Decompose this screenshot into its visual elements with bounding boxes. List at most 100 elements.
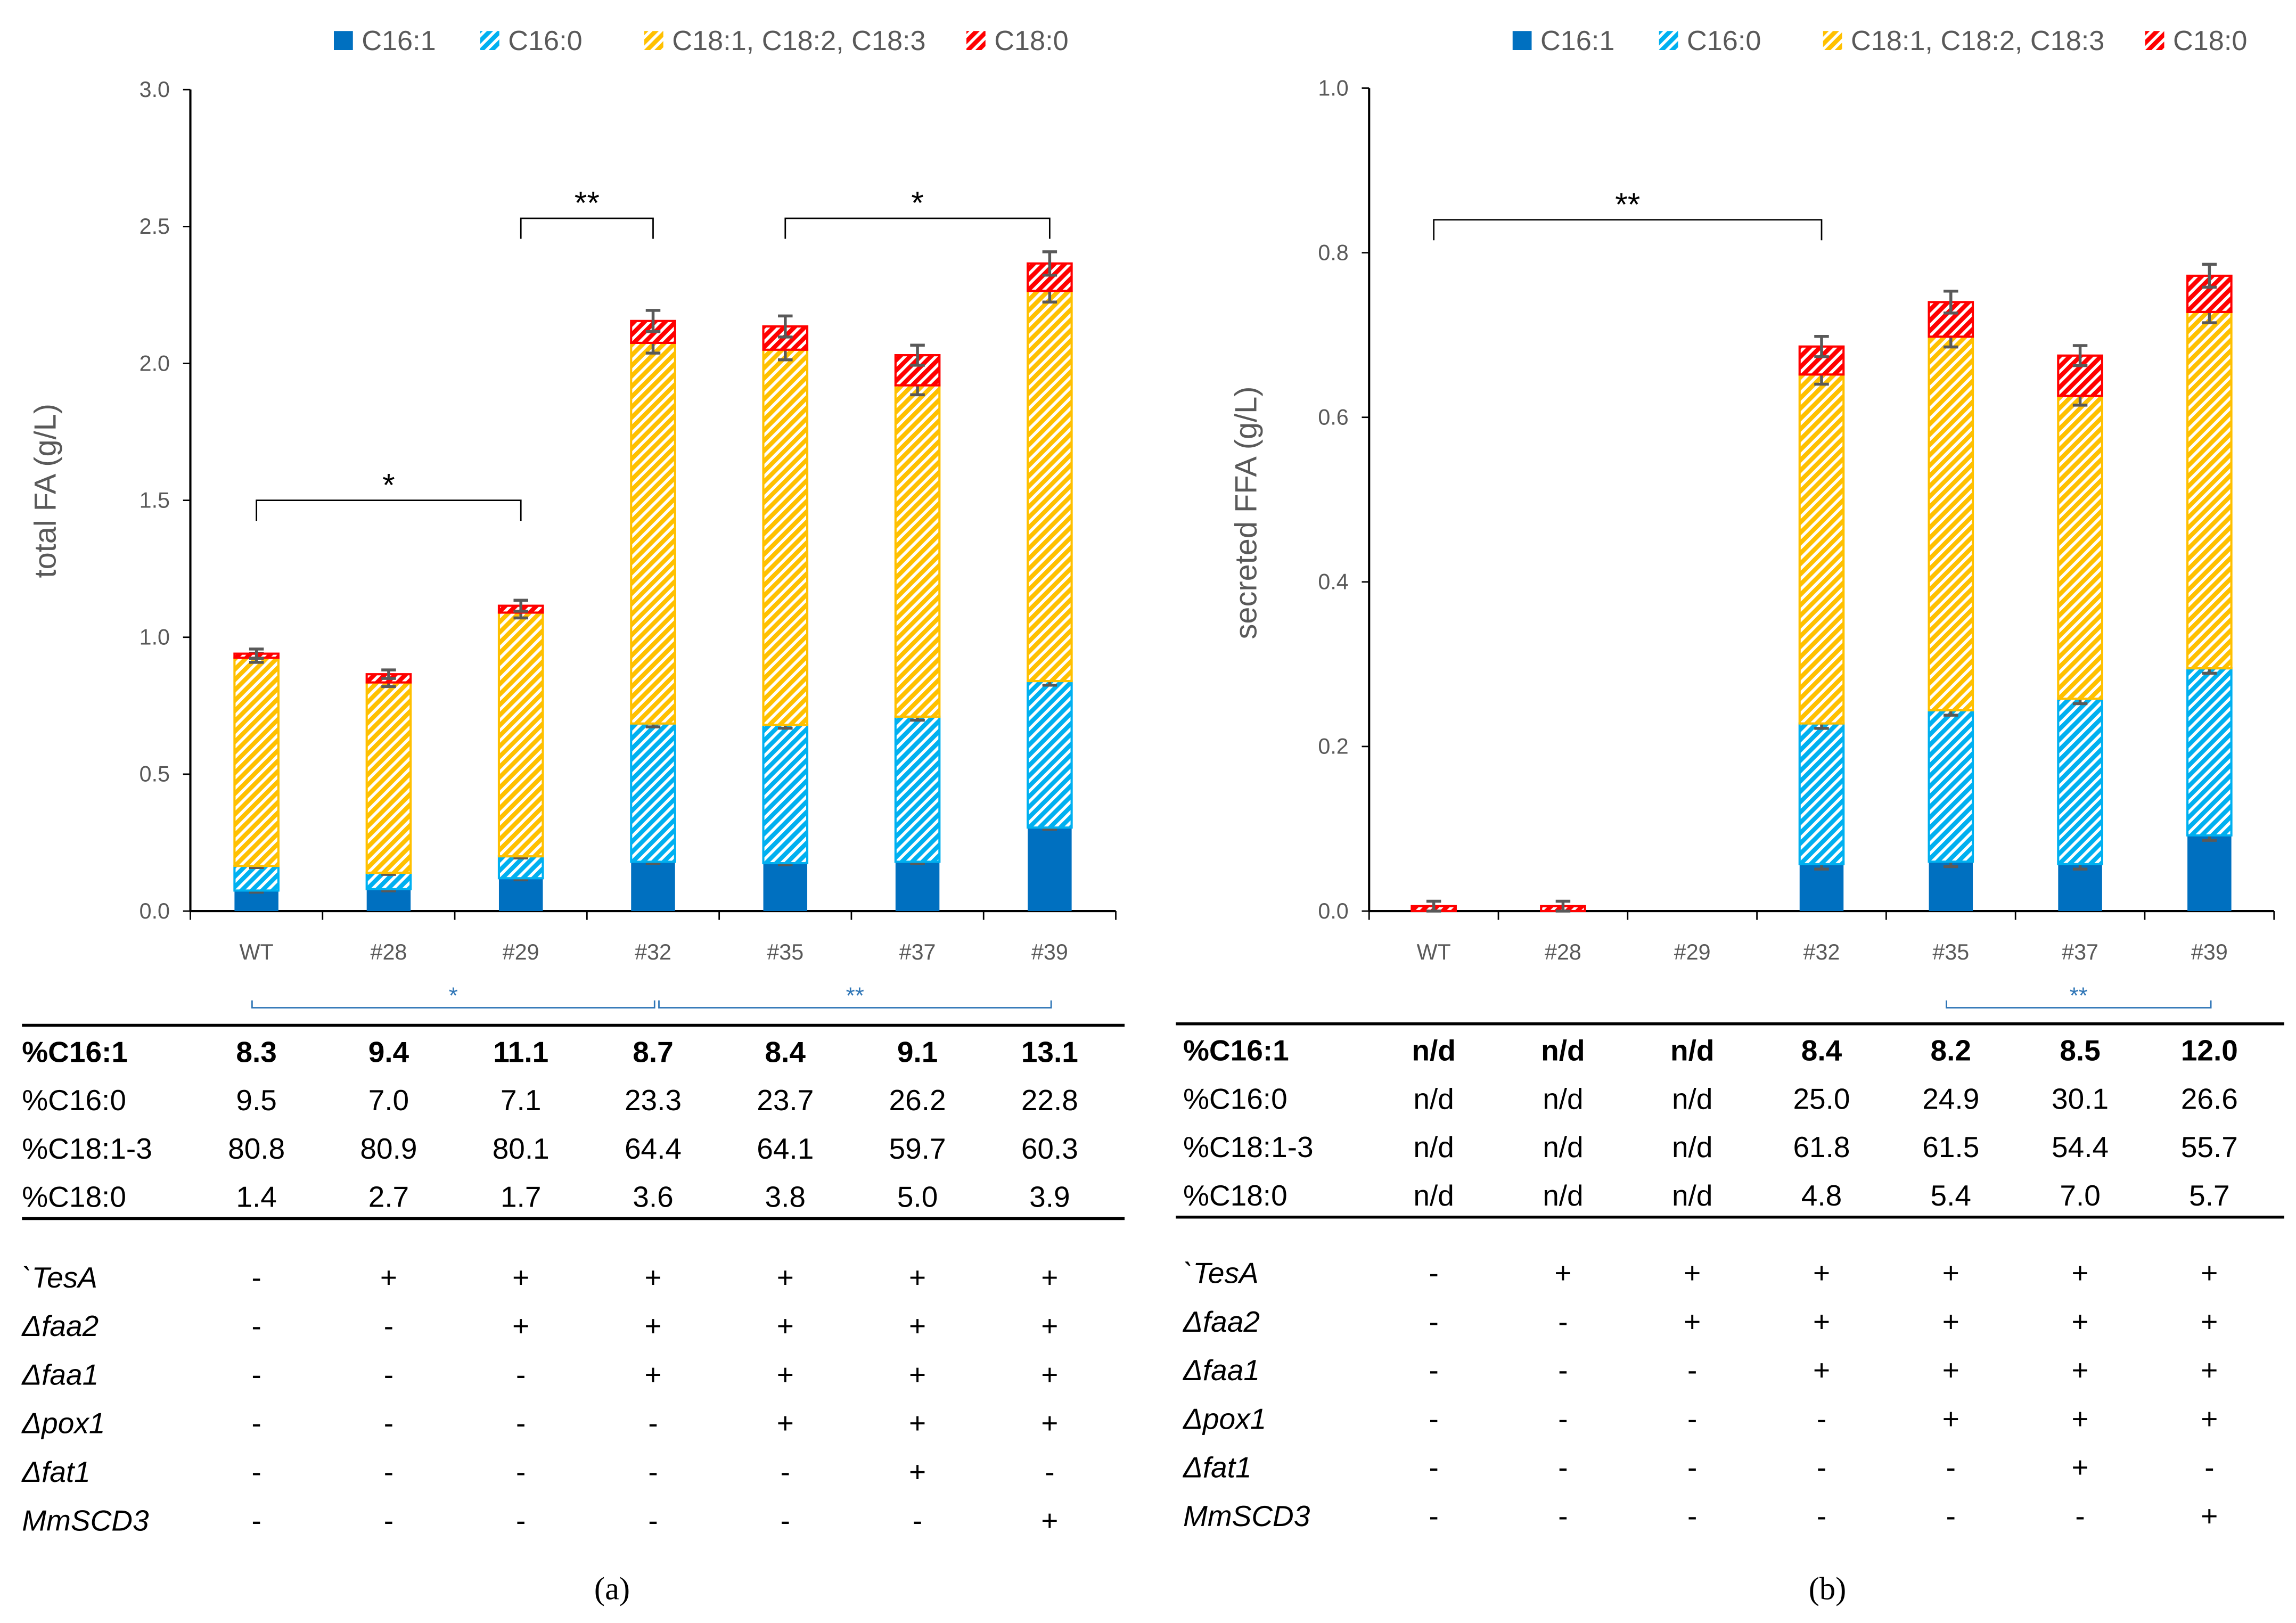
x-tick-label: #37 <box>2062 940 2098 964</box>
bar-segment-c16-0 <box>1798 722 1845 865</box>
bar-segment-c16-1 <box>366 889 411 911</box>
genotype-cell: + <box>1813 1354 1830 1387</box>
table-cell: 8.7 <box>633 1035 673 1068</box>
table-cell: n/d <box>1413 1082 1454 1115</box>
table-cell: 23.7 <box>757 1084 814 1117</box>
legend-item: C18:1, C18:2, C18:3 <box>644 26 926 56</box>
composition-significance-bracket: ** <box>1946 982 2212 1009</box>
genotype-cell: - <box>384 1407 393 1440</box>
bar-segment-c16-0 <box>630 722 676 863</box>
x-tick-label: WT <box>1417 940 1451 964</box>
composition-row: %C16:0 9.5 7.0 7.1 23.3 23.7 26.2 22.8 <box>22 1084 1078 1117</box>
significance-label: ** <box>846 982 864 1009</box>
genotype-cell: + <box>2072 1305 2089 1338</box>
table-cell: n/d <box>1543 1130 1583 1163</box>
legend-label: C18:0 <box>994 26 1068 56</box>
genotype-cell: - <box>1558 1354 1568 1387</box>
genotype-cell: - <box>1558 1451 1568 1484</box>
genotype-cell: + <box>777 1358 794 1391</box>
genotype-cell: + <box>1041 1407 1058 1440</box>
table-cell: 4.8 <box>1801 1179 1842 1212</box>
genotype-cell: - <box>251 1407 261 1440</box>
genotype-row: Δpox1 - - - - + + + <box>21 1407 1058 1440</box>
genotype-cell: - <box>516 1407 526 1440</box>
bar-segment-c16-0 <box>2186 667 2233 837</box>
table-cell: 1.4 <box>236 1181 276 1214</box>
legend-item: C18:1, C18:2, C18:3 <box>1823 26 2104 56</box>
y-tick-label: 0.0 <box>140 899 170 923</box>
error-bar <box>1042 250 1057 277</box>
bar-segment-c18-1-c18-2-c18-3 <box>1928 335 1974 711</box>
table-cell: 30.1 <box>2052 1082 2109 1115</box>
genotype-cell: + <box>1942 1402 1959 1435</box>
table-cell: 54.4 <box>2052 1130 2109 1163</box>
genotype-cell: - <box>516 1455 526 1488</box>
genotype-cell: + <box>1942 1354 1959 1387</box>
genotype-cell: - <box>516 1358 526 1391</box>
table-cell: n/d <box>1543 1179 1583 1212</box>
genotype-row: Δfaa1 - - - + + + + <box>21 1358 1058 1391</box>
bar-segment-c18-1-c18-2-c18-3 <box>630 341 676 725</box>
legend-label: C18:1, C18:2, C18:3 <box>1851 26 2104 56</box>
legend-swatch <box>644 31 663 50</box>
genotype-cell: - <box>1429 1257 1438 1290</box>
bar-segment-c16-0 <box>894 715 941 863</box>
table-cell: n/d <box>1413 1130 1454 1163</box>
x-tick-label: #32 <box>635 940 671 964</box>
error-bar <box>778 314 793 339</box>
table-cell: 61.8 <box>1793 1130 1850 1163</box>
caption-a: (a) <box>594 1571 630 1607</box>
genotype-cell: - <box>1687 1354 1697 1387</box>
table-cell: 5.7 <box>2189 1179 2229 1212</box>
y-tick-label: 0.2 <box>1318 734 1348 759</box>
table-cell: 12.0 <box>2181 1034 2238 1067</box>
genotype-label: MmSCD3 <box>1183 1499 1310 1532</box>
legend-item: C16:1 <box>1512 26 1614 56</box>
genotype-cell: - <box>1429 1499 1438 1532</box>
table-cell: 8.4 <box>1801 1034 1842 1067</box>
table-cell: n/d <box>1672 1179 1712 1212</box>
table-cell: 55.7 <box>2181 1130 2238 1163</box>
genotype-cell: - <box>1429 1451 1438 1484</box>
genotype-cell: - <box>1946 1499 1956 1532</box>
error-bar <box>1426 899 1441 913</box>
significance-label: * <box>449 982 458 1009</box>
legend-label: C16:0 <box>1687 26 1761 56</box>
y-tick-label: 0.0 <box>1318 899 1348 923</box>
legend-item: C18:0 <box>2145 26 2247 56</box>
bar-segment-c18-0 <box>1027 262 1073 292</box>
genotype-cell: + <box>909 1407 926 1440</box>
genotype-cell: + <box>1942 1305 1959 1338</box>
bar-segment-c16-1 <box>895 862 940 911</box>
genotype-cell: + <box>2201 1257 2218 1290</box>
bar-segment-c16-1 <box>763 863 808 911</box>
genotype-cell: + <box>1684 1257 1701 1290</box>
genotype-label: Δpox1 <box>1182 1402 1266 1435</box>
genotype-cell: - <box>2204 1451 2214 1484</box>
genotype-cell: + <box>2072 1354 2089 1387</box>
genotype-cell: + <box>2072 1451 2089 1484</box>
y-axis-label: total FA (g/L) <box>29 404 63 578</box>
bar-segment-c16-1 <box>631 862 675 911</box>
genotype-cell: + <box>1041 1309 1058 1342</box>
table-cell: 11.1 <box>493 1035 548 1068</box>
error-bar <box>249 647 264 660</box>
genotype-cell: - <box>1687 1402 1697 1435</box>
bar-segment-c16-0 <box>497 855 544 880</box>
error-bar <box>910 343 925 367</box>
bar-segment-c16-1 <box>2058 864 2102 911</box>
bar-segment-c18-1-c18-2-c18-3 <box>1798 373 1845 725</box>
genotype-cell: + <box>380 1261 397 1294</box>
table-cell: 8.5 <box>2060 1034 2100 1067</box>
table-cell: 9.4 <box>368 1035 409 1068</box>
table-cell: 3.9 <box>1029 1181 1070 1214</box>
bar-segment-c18-1-c18-2-c18-3 <box>365 681 412 874</box>
genotype-cell: + <box>777 1261 794 1294</box>
genotype-label: Δfaa1 <box>1182 1354 1260 1387</box>
table-cell: 7.0 <box>368 1084 409 1117</box>
y-tick-label: 1.0 <box>140 625 170 650</box>
genotype-label: MmSCD3 <box>22 1504 149 1537</box>
x-tick-label: #29 <box>1674 940 1711 964</box>
y-tick-label: 2.5 <box>140 214 170 239</box>
